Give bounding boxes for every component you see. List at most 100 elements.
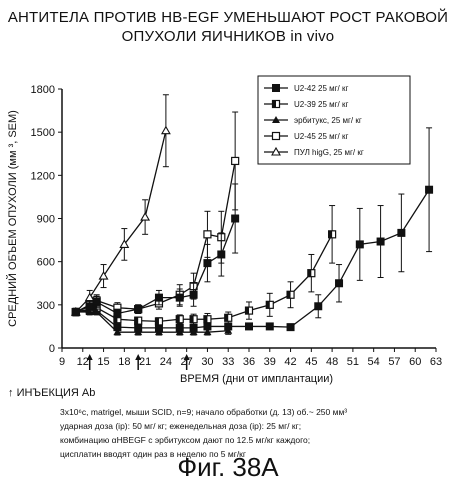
data-point [175, 315, 184, 324]
x-tick-label: 42 [284, 356, 296, 368]
data-point [203, 315, 212, 324]
y-tick-label: 1500 [31, 127, 55, 139]
data-point [376, 237, 385, 246]
injection-arrow-head [183, 354, 190, 360]
tumor-volume-chart: 0300600900120015001800912151821242730333… [6, 75, 442, 370]
x-tick-label: 39 [264, 356, 276, 368]
x-tick-label: 60 [409, 356, 421, 368]
data-point [71, 308, 80, 317]
x-tick-label: 18 [118, 356, 130, 368]
data-point [154, 317, 164, 326]
legend-label: U2-39 25 мг/ кг [294, 100, 348, 109]
legend: U2-42 25 мг/ кг U2-39 25 мг/ кг эрбитукс, … [257, 75, 411, 165]
data-point [113, 328, 122, 336]
data-point [231, 214, 240, 223]
x-tick-label: 21 [139, 356, 151, 368]
y-tick-label: 1800 [31, 84, 55, 96]
figure-label: Фиг. 38А [177, 452, 279, 482]
series-line [75, 130, 167, 313]
chart-title-line-2: ОПУХОЛИ ЯИЧНИКОВ in vivo [121, 28, 335, 45]
legend-marker [271, 99, 281, 109]
x-tick-label: 45 [305, 356, 317, 368]
x-tick-label: 15 [97, 356, 109, 368]
x-tick-label: 30 [201, 356, 213, 368]
note-line-4: цисплатин вводят один раз в неделю по 5 … [60, 449, 246, 459]
x-tick-label: 63 [430, 356, 442, 368]
data-point [92, 297, 101, 306]
data-point [140, 211, 151, 221]
y-tick-label: 900 [37, 214, 55, 226]
data-point [175, 293, 184, 302]
data-point [154, 328, 163, 336]
x-axis-label: ВРЕМЯ (дни от имплантации) [180, 373, 334, 385]
data-point [265, 300, 274, 309]
legend-label: ПУЛ higG, 25 мг/ кг [294, 148, 364, 157]
data-point [286, 323, 295, 332]
y-tick-label: 600 [37, 257, 55, 269]
data-point [217, 250, 226, 259]
data-point [224, 326, 233, 334]
data-point [92, 308, 101, 316]
data-point [355, 240, 364, 249]
data-point [335, 279, 344, 288]
data-point [245, 322, 253, 331]
series-line [75, 311, 229, 333]
injection-legend-label: ИНЪЕКЦИЯ Ab [16, 387, 96, 399]
chart-title-line-1: АНТИТЕЛА ПРОТИВ HB-EGF УМЕНЬШАЮТ РОСТ РА… [7, 9, 449, 26]
experiment-notes: 3x10⁶c, matrigel, мыши SCID, n=9; начало… [60, 405, 450, 461]
data-point [203, 259, 212, 268]
data-point [160, 125, 171, 135]
data-point [244, 306, 254, 315]
data-point [425, 185, 434, 194]
x-tick-label: 33 [222, 356, 234, 368]
x-tick-label: 54 [368, 356, 380, 368]
data-point [113, 309, 122, 318]
chart-title: АНТИТЕЛА ПРОТИВ HB-EGF УМЕНЬШАЮТ РОСТ РА… [0, 8, 456, 46]
x-tick-label: 9 [59, 356, 65, 368]
data-point [286, 290, 295, 299]
series-4 [72, 94, 169, 317]
data-point [84, 292, 95, 302]
data-point [189, 315, 198, 324]
legend-marker [272, 116, 280, 123]
y-axis-label: СРЕДНИЙ ОБЪЕМ ОПУХОЛИ (мм ³, SEM) [6, 110, 19, 327]
data-point [134, 328, 143, 336]
legend-marker [272, 84, 280, 92]
legend-label: U2-42 25 мг/ кг [294, 84, 348, 93]
data-point [134, 316, 143, 325]
y-tick-label: 0 [49, 343, 55, 355]
data-point [189, 290, 198, 299]
data-point [203, 328, 212, 336]
data-point [397, 228, 406, 237]
x-tick-label: 24 [160, 356, 172, 368]
y-tick-label: 1200 [31, 170, 55, 182]
legend-label: эрбитукс, 25 мг/ кг [294, 116, 362, 125]
data-point [203, 230, 212, 239]
arrow-up-icon: ↑ [8, 387, 14, 399]
data-point [265, 322, 274, 331]
x-tick-label: 12 [77, 356, 89, 368]
data-point [134, 305, 143, 314]
data-point [85, 302, 94, 311]
injection-arrow-head [135, 354, 142, 360]
legend-marker [271, 146, 281, 156]
data-point [314, 302, 323, 311]
y-tick-label: 300 [37, 300, 55, 312]
note-line-1: 3x10⁶c, matrigel, мыши SCID, n=9; начало… [60, 407, 348, 417]
legend-marker [271, 131, 281, 141]
data-point [175, 328, 184, 336]
data-point [328, 230, 337, 239]
data-point [98, 270, 109, 280]
x-tick-label: 57 [388, 356, 400, 368]
injection-arrow-head [86, 354, 93, 360]
x-tick-label: 51 [347, 356, 359, 368]
note-line-3: комбинацию αHBEGF с эрбитуксом дают по 1… [60, 435, 311, 445]
note-line-2: ударная доза (ip): 50 мг/ кг; еженедельн… [60, 421, 302, 431]
injection-legend: ↑ ИНЪЕКЦИЯ Ab [8, 387, 95, 399]
x-tick-label: 36 [243, 356, 255, 368]
data-point [231, 156, 240, 166]
data-point [154, 293, 163, 302]
legend-label: U2-45 25 мг/ кг [294, 132, 348, 141]
data-point [224, 313, 233, 322]
data-point [119, 239, 130, 248]
